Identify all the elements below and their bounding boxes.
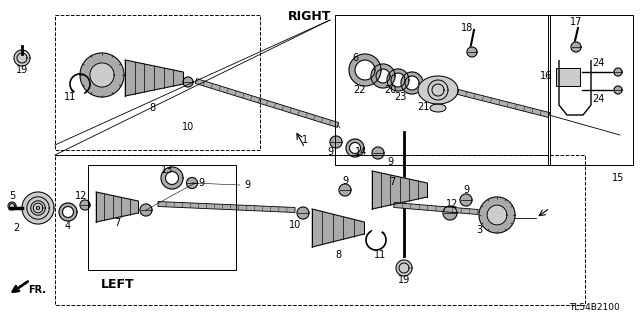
Polygon shape xyxy=(443,206,457,220)
Text: 13: 13 xyxy=(161,165,173,175)
Polygon shape xyxy=(80,53,124,97)
Polygon shape xyxy=(312,209,364,247)
Text: 15: 15 xyxy=(612,173,624,183)
Text: 16: 16 xyxy=(540,71,552,81)
Bar xyxy=(556,68,580,86)
Text: 12: 12 xyxy=(75,191,87,201)
Text: 7: 7 xyxy=(114,218,120,228)
Polygon shape xyxy=(297,207,309,219)
Text: 9: 9 xyxy=(198,178,204,188)
Polygon shape xyxy=(158,202,295,212)
Ellipse shape xyxy=(430,104,446,112)
Text: 9: 9 xyxy=(387,157,393,167)
Polygon shape xyxy=(571,42,581,52)
Text: 9: 9 xyxy=(342,176,348,186)
Polygon shape xyxy=(418,76,458,104)
Polygon shape xyxy=(96,192,138,222)
Polygon shape xyxy=(614,86,622,94)
Polygon shape xyxy=(401,72,423,94)
Polygon shape xyxy=(22,192,54,224)
Text: 10: 10 xyxy=(182,122,194,132)
Text: FR.: FR. xyxy=(28,285,46,295)
Bar xyxy=(335,15,550,165)
Polygon shape xyxy=(161,167,183,189)
Text: 22: 22 xyxy=(354,85,366,95)
Text: 18: 18 xyxy=(461,23,473,33)
Text: 4: 4 xyxy=(65,221,71,231)
Text: 24: 24 xyxy=(592,58,604,68)
Text: 19: 19 xyxy=(16,65,28,75)
Text: 3: 3 xyxy=(476,225,482,235)
Polygon shape xyxy=(428,80,448,100)
Text: 5: 5 xyxy=(9,191,15,201)
Text: 8: 8 xyxy=(335,250,341,260)
Polygon shape xyxy=(80,200,90,210)
Polygon shape xyxy=(27,197,49,219)
Polygon shape xyxy=(346,139,364,157)
Polygon shape xyxy=(458,90,550,117)
Text: 17: 17 xyxy=(570,17,582,27)
Bar xyxy=(548,15,633,165)
Text: 23: 23 xyxy=(394,92,406,102)
Polygon shape xyxy=(394,203,478,214)
Text: 19: 19 xyxy=(398,275,410,285)
Polygon shape xyxy=(125,60,183,96)
Bar xyxy=(88,165,236,270)
Text: 11: 11 xyxy=(374,250,386,260)
Text: 1: 1 xyxy=(302,135,308,145)
Text: 2: 2 xyxy=(13,223,19,233)
Polygon shape xyxy=(90,63,114,87)
Polygon shape xyxy=(372,171,427,209)
Text: 12: 12 xyxy=(446,199,458,209)
Polygon shape xyxy=(371,64,395,88)
Polygon shape xyxy=(33,203,43,213)
Text: TL54B2100: TL54B2100 xyxy=(568,302,620,311)
Text: 10: 10 xyxy=(289,220,301,230)
Polygon shape xyxy=(614,68,622,76)
Polygon shape xyxy=(14,50,30,66)
Text: 7: 7 xyxy=(389,177,395,187)
Text: 14: 14 xyxy=(355,147,367,157)
Polygon shape xyxy=(339,184,351,196)
Text: 9: 9 xyxy=(244,180,250,190)
Polygon shape xyxy=(487,205,507,225)
Polygon shape xyxy=(396,260,412,276)
Polygon shape xyxy=(59,203,77,221)
Polygon shape xyxy=(8,202,16,210)
Text: 6: 6 xyxy=(352,53,358,63)
Polygon shape xyxy=(372,147,384,159)
Text: 20: 20 xyxy=(384,85,396,95)
Text: 9: 9 xyxy=(327,147,333,157)
Polygon shape xyxy=(479,197,515,233)
Text: 21: 21 xyxy=(417,102,429,112)
Polygon shape xyxy=(330,136,342,148)
Polygon shape xyxy=(140,204,152,216)
Polygon shape xyxy=(183,77,193,87)
Polygon shape xyxy=(387,69,409,91)
Bar xyxy=(55,155,585,305)
Polygon shape xyxy=(460,194,472,206)
Text: 8: 8 xyxy=(149,103,155,113)
Text: 24: 24 xyxy=(592,94,604,104)
Text: 9: 9 xyxy=(463,185,469,195)
Text: RIGHT: RIGHT xyxy=(288,11,332,24)
Polygon shape xyxy=(349,54,381,86)
Polygon shape xyxy=(195,78,339,127)
Text: LEFT: LEFT xyxy=(101,278,135,292)
Polygon shape xyxy=(467,47,477,57)
Text: 11: 11 xyxy=(64,92,76,102)
Bar xyxy=(55,15,260,150)
Polygon shape xyxy=(186,177,198,189)
